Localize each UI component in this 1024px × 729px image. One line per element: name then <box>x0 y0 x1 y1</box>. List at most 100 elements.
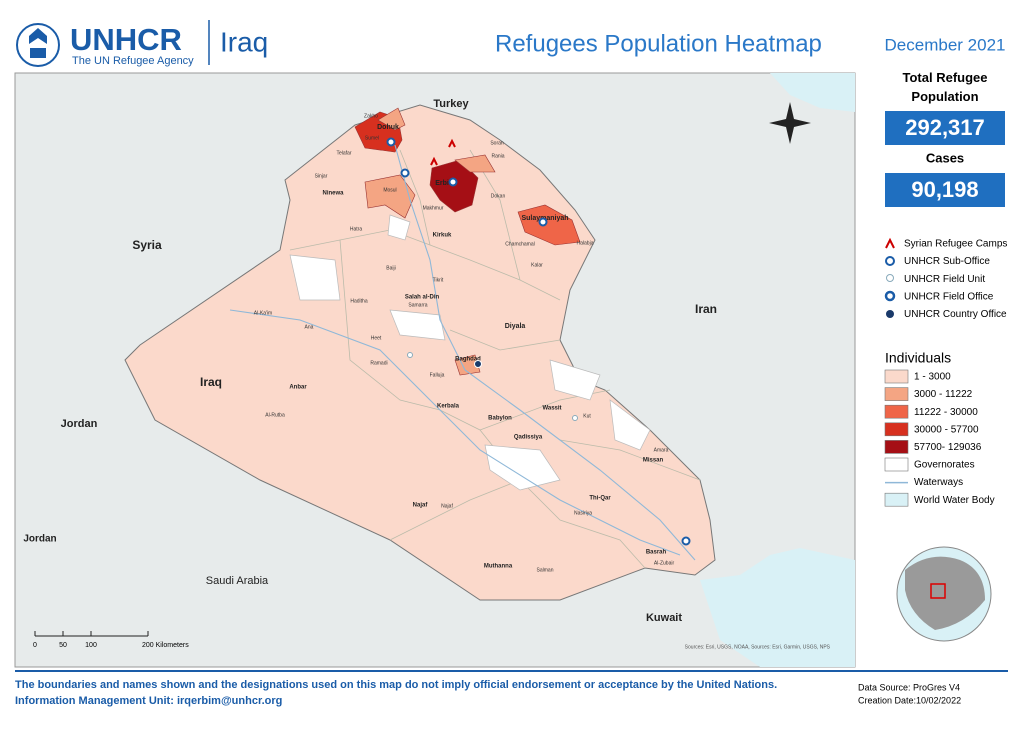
map-label: Ramadi <box>370 360 387 366</box>
map-label: Soran <box>490 140 504 146</box>
map-label: Kerbala <box>437 404 460 410</box>
map-label: Dokan <box>491 193 506 199</box>
map-label: Sinjar <box>315 173 328 179</box>
map-label: Kirkuk <box>433 233 452 239</box>
markers <box>386 137 691 546</box>
legend-label: 3000 - 11222 <box>914 389 973 400</box>
map-label: Iran <box>695 302 717 316</box>
persian-gulf <box>700 548 855 667</box>
map-label: Babylon <box>488 416 512 422</box>
title: Refugees Population Heatmap <box>495 30 822 57</box>
map-label: Najaf <box>441 503 453 509</box>
map-label: Heet <box>371 335 382 341</box>
map-label: Tikrit <box>433 277 444 283</box>
symbol-label: UNHCR Field Office <box>904 291 994 302</box>
map-label: Syria <box>132 238 162 252</box>
map-label: Haditha <box>350 298 367 304</box>
map-label: Saudi Arabia <box>206 575 269 587</box>
map-label: Hatra <box>350 226 362 232</box>
data-source: Data Source: ProGres V4 <box>858 682 960 692</box>
creation-date: Creation Date:10/02/2022 <box>858 695 961 705</box>
map-label: Al-Rutba <box>265 412 285 418</box>
map-label: Anbar <box>289 385 307 391</box>
total-label: Total Refugee Population <box>903 70 988 104</box>
cases-value: 90,198 <box>911 177 978 202</box>
regions <box>354 107 581 376</box>
legend-swatch <box>884 369 909 384</box>
logo <box>16 23 60 67</box>
map-label: Telafar <box>336 150 351 156</box>
scale-label: 100 <box>85 642 97 649</box>
map-label: Baiji <box>386 265 395 271</box>
map-label: Diyala <box>505 323 526 330</box>
map-label: Salman <box>537 567 554 573</box>
contact: Information Management Unit: irqerbim@un… <box>15 695 282 707</box>
map-label: Baghdad <box>455 357 481 363</box>
field-office-icon <box>884 290 896 302</box>
map-label: Kalar <box>531 262 543 268</box>
legend-swatch <box>884 457 909 472</box>
map-label: Thi-Qar <box>589 496 611 502</box>
map-label: Muthanna <box>484 564 513 570</box>
symbol-label: UNHCR Field Unit <box>904 274 985 285</box>
map-label: Ana <box>305 324 314 330</box>
disclaimer: The boundaries and names shown and the d… <box>15 679 777 691</box>
map-label: Wassit <box>542 406 561 412</box>
map-label: Najaf <box>413 503 429 509</box>
map-label: Falluja <box>430 372 445 378</box>
map-label: Mosul <box>383 187 396 193</box>
legend-title: Individuals <box>885 350 951 366</box>
caspian-sea <box>770 73 855 112</box>
map-label: Halabja <box>577 240 594 246</box>
map-label: Missan <box>643 458 664 464</box>
sub-office-icon <box>885 256 895 266</box>
date: December 2021 <box>885 35 1006 54</box>
map-label: Salah al-Din <box>405 295 440 301</box>
scale-label: 50 <box>59 642 67 649</box>
compass <box>769 102 811 144</box>
legend-label: 57700- 129036 <box>914 442 982 453</box>
map-label: Rania <box>491 153 504 159</box>
org: UNHCR <box>70 22 182 57</box>
waterways <box>229 144 696 561</box>
cases-label: Cases <box>926 150 964 165</box>
legend: Syrian Refugee Camps UNHCR Sub-Office UNHC… <box>884 237 1007 507</box>
legend-swatch <box>884 387 909 401</box>
map-label: Nasiriya <box>574 510 592 516</box>
credits: Sources: Esri, USGS, NOAA, Sources: Esri… <box>685 644 831 650</box>
map-labels: Turkey Syria Iran Jordan Jordan Saudi Arabia K… <box>23 98 717 624</box>
total-value: 292,317 <box>905 115 985 140</box>
map-label: Al-Ka'im <box>254 310 272 316</box>
legend-label: 1 - 3000 <box>914 372 951 383</box>
map-label: Jordan <box>61 418 98 430</box>
legend-swatch <box>884 492 909 507</box>
map-label: Dohuk <box>377 124 399 131</box>
legend-swatch <box>884 404 909 419</box>
legend-label: 11222 - 30000 <box>914 407 978 418</box>
map-label: Amara <box>654 447 669 453</box>
map-label: Iraq <box>200 375 222 389</box>
legend-label: Waterways <box>914 477 963 488</box>
map-label: Zakho <box>364 113 378 119</box>
map-label: Al-Zubair <box>654 560 675 566</box>
scale-label: 0 <box>33 642 37 649</box>
district-boundaries <box>289 149 701 569</box>
map-label: Jordan <box>23 534 56 545</box>
tagline: The UN Refugee Agency <box>72 55 194 67</box>
legend-swatch <box>884 422 909 437</box>
map-label: Sumel <box>365 135 379 141</box>
legend-swatch <box>884 440 909 454</box>
legend-label: Governorates <box>914 460 975 471</box>
country-office-icon <box>886 310 894 318</box>
governorates-no-data <box>289 214 651 491</box>
legend-label: World Water Body <box>914 495 995 506</box>
legend-label: 30000 - 57700 <box>914 424 979 435</box>
map-label: Kuwait <box>646 612 682 624</box>
cases-box <box>885 173 1005 207</box>
country: Iraq <box>220 26 268 57</box>
map-label: Samarra <box>408 302 427 308</box>
symbol-label: Syrian Refugee Camps <box>904 239 1007 250</box>
scale-label: 200 Kilometers <box>142 642 189 649</box>
field-unit-icon <box>886 274 894 282</box>
